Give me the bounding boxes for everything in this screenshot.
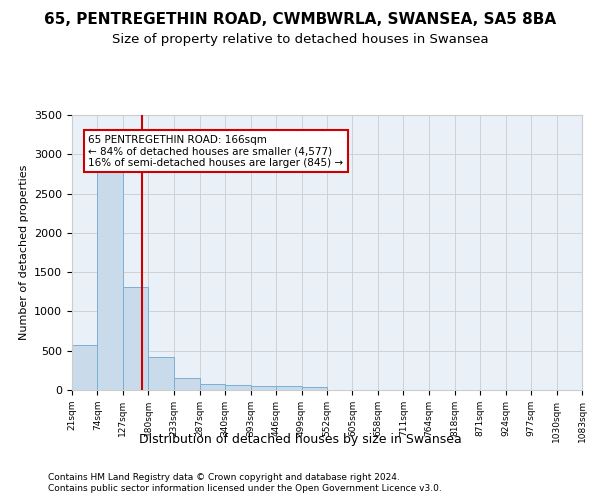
Text: 65 PENTREGETHIN ROAD: 166sqm
← 84% of detached houses are smaller (4,577)
16% of: 65 PENTREGETHIN ROAD: 166sqm ← 84% of de… <box>88 134 343 168</box>
Text: Contains HM Land Registry data © Crown copyright and database right 2024.: Contains HM Land Registry data © Crown c… <box>48 472 400 482</box>
Bar <box>225 386 251 390</box>
Bar <box>251 386 276 390</box>
Bar <box>276 386 302 390</box>
Bar <box>302 387 327 390</box>
Bar <box>72 345 97 390</box>
Text: Size of property relative to detached houses in Swansea: Size of property relative to detached ho… <box>112 32 488 46</box>
Text: Contains public sector information licensed under the Open Government Licence v3: Contains public sector information licen… <box>48 484 442 493</box>
Y-axis label: Number of detached properties: Number of detached properties <box>19 165 29 340</box>
Bar <box>174 378 200 390</box>
Bar <box>123 287 148 390</box>
Bar <box>148 358 174 390</box>
Text: 65, PENTREGETHIN ROAD, CWMBWRLA, SWANSEA, SA5 8BA: 65, PENTREGETHIN ROAD, CWMBWRLA, SWANSEA… <box>44 12 556 28</box>
Bar <box>97 162 123 390</box>
Text: Distribution of detached houses by size in Swansea: Distribution of detached houses by size … <box>139 432 461 446</box>
Bar <box>200 384 225 390</box>
